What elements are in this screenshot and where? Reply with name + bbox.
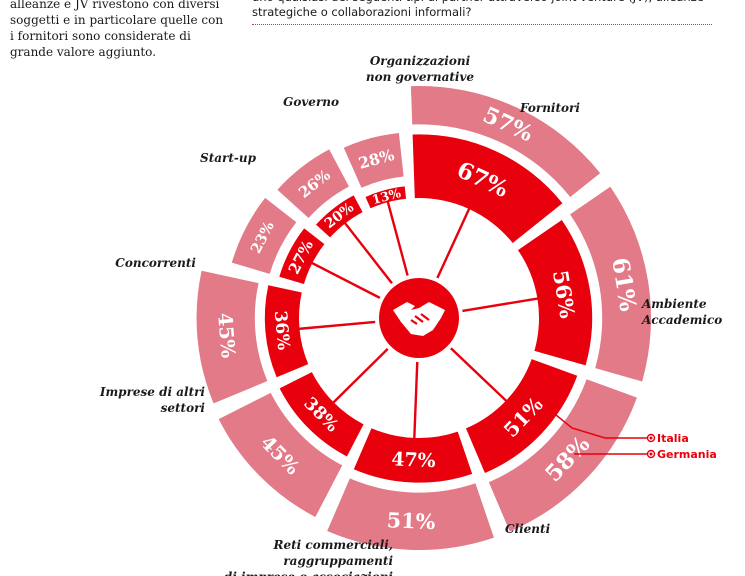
legend-item-germania: Germania xyxy=(657,448,717,461)
intro-text: alleanze e JV rivestono con diversi sogg… xyxy=(10,0,224,59)
germania-bar xyxy=(570,186,651,382)
category-label: Imprese di altri settori xyxy=(99,385,206,415)
value-labels: 67%57%56% 61%51%58%47%51%38%45%36%45%27%2… xyxy=(213,102,642,534)
legend-marker-dot xyxy=(649,452,653,456)
germania-ring xyxy=(196,86,651,551)
category-label: Reti commerciali,raggruppamentidi impres… xyxy=(224,538,394,576)
germania-value-label: 51% xyxy=(386,508,436,534)
spoke-line xyxy=(332,348,389,404)
spoke-line xyxy=(298,320,376,331)
spoke-line xyxy=(436,207,471,279)
spoke-line xyxy=(343,221,393,285)
category-label: Clienti xyxy=(505,522,551,536)
spokes xyxy=(298,200,539,439)
spoke-line xyxy=(310,261,381,299)
category-label: Ambiente Accademico xyxy=(641,297,722,327)
question-divider xyxy=(252,24,712,25)
italia-bar xyxy=(353,428,473,483)
legend-marker xyxy=(646,449,656,459)
germania-bar xyxy=(488,379,637,532)
category-label: Governo xyxy=(283,95,339,109)
category-label: Fornitori xyxy=(519,101,580,115)
italia-bar xyxy=(465,359,578,474)
spoke-line xyxy=(386,200,409,276)
legend-marker-dot xyxy=(649,436,653,440)
italia-value-label: 47% xyxy=(391,448,436,472)
category-label: Organizzazioni non governative xyxy=(366,54,475,84)
spoke-line xyxy=(450,347,508,403)
germania-bar xyxy=(231,197,297,274)
germania-bar xyxy=(343,132,404,188)
legend-item-italia: Italia xyxy=(657,432,689,445)
italia-bar xyxy=(315,195,363,238)
category-label: Start-up xyxy=(200,151,257,165)
handshake-icon xyxy=(393,302,445,336)
legend-leader-italia xyxy=(539,401,648,439)
italia-bar xyxy=(517,220,593,366)
handshake-fingers xyxy=(410,313,430,325)
germania-bar xyxy=(327,478,494,551)
germania-bar xyxy=(196,270,268,404)
italia-bar xyxy=(412,134,563,244)
italia-bar xyxy=(365,186,407,209)
germania-bar xyxy=(410,86,601,198)
italia-value-label: 36% xyxy=(271,310,294,351)
spoke-line xyxy=(462,297,539,313)
germania-bar xyxy=(218,392,343,517)
germania-value-label: 45% xyxy=(213,312,240,359)
category-labels: Fornitori Ambiente Accademico Clienti Reti c… xyxy=(99,54,722,576)
italia-ring xyxy=(264,134,593,483)
category-label: Concorrenti xyxy=(115,256,196,270)
germania-bar xyxy=(277,149,349,218)
question-text: uno qualsiasi dei seguenti tipi di partn… xyxy=(252,0,704,19)
italia-bar xyxy=(279,228,325,284)
italia-value-label: 13% xyxy=(370,185,402,207)
legend-marker xyxy=(646,433,656,443)
italia-bar xyxy=(264,285,309,378)
italia-bar xyxy=(279,372,364,457)
spoke-line xyxy=(413,361,419,439)
legend: Italia Germania xyxy=(539,401,717,461)
